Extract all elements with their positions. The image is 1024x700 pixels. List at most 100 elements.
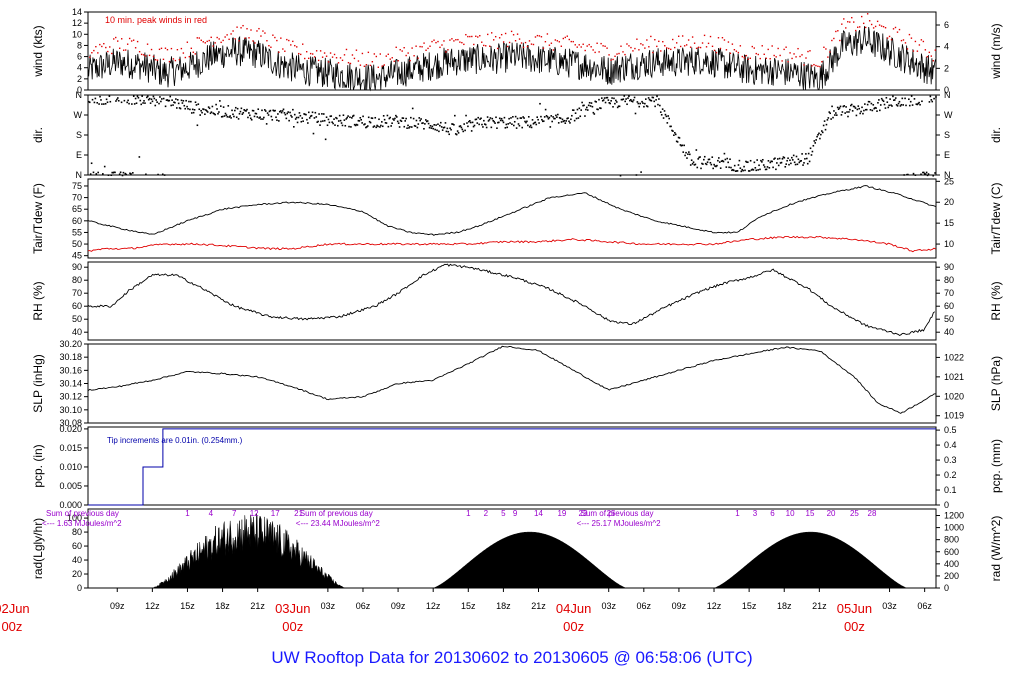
- wind-peak-marker: [632, 50, 634, 52]
- wind-direction-point: [849, 108, 851, 111]
- wind-direction-point: [690, 159, 693, 162]
- wind-direction-point: [201, 111, 203, 114]
- wind-direction-point: [563, 119, 566, 122]
- wind-direction-point: [559, 117, 562, 120]
- wind-direction-point: [290, 114, 292, 117]
- wind-direction-point: [167, 100, 170, 102]
- wind-direction-point: [339, 119, 342, 122]
- rad-left-tick-label: 100: [67, 513, 82, 523]
- wind-peak-marker: [532, 43, 535, 46]
- wind-direction-point: [594, 100, 597, 103]
- wind-direction-point: [685, 151, 687, 154]
- wind-direction-point: [404, 120, 407, 122]
- wind-direction-point: [791, 156, 793, 159]
- wind-peak-marker: [423, 42, 425, 44]
- wind-peak-marker: [906, 48, 909, 50]
- wind-direction-point: [400, 120, 403, 123]
- wind-direction-point: [705, 163, 708, 166]
- wind-direction-point: [845, 106, 847, 108]
- wind-direction-point: [555, 114, 557, 117]
- wind-direction-point: [300, 120, 303, 123]
- wind-direction-point: [614, 102, 616, 105]
- wind-direction-point: [494, 122, 496, 124]
- wind-direction-point: [606, 96, 609, 99]
- wind-direction-point: [800, 160, 802, 162]
- wind-direction-point: [781, 158, 784, 160]
- wind-peak-marker: [876, 20, 879, 23]
- wind-direction-point: [260, 118, 262, 120]
- wind-direction-point: [823, 120, 826, 122]
- wind-peak-marker: [819, 65, 821, 68]
- wind-direction-point: [115, 100, 117, 102]
- wind-peak-marker: [305, 51, 308, 53]
- wind-direction-point: [325, 116, 328, 119]
- wind-direction-point: [326, 124, 329, 127]
- wind-peak-marker: [198, 37, 200, 39]
- wind-direction-point: [911, 104, 914, 106]
- radiation-hour-mark: 19: [557, 509, 566, 518]
- wind-direction-point: [413, 124, 416, 127]
- wind-direction-point: [351, 115, 354, 118]
- wind-peak-marker: [526, 45, 529, 48]
- panel-rh: [84, 261, 940, 341]
- wind-direction-point: [515, 127, 518, 129]
- wind-direction-point: [344, 124, 347, 127]
- wind-direction-point: [765, 168, 768, 171]
- wind-direction-point: [320, 120, 322, 123]
- wind-peak-marker: [763, 53, 765, 56]
- wind-peak-marker: [508, 41, 511, 44]
- wind-direction-point: [581, 101, 583, 104]
- wind-direction-point: [876, 110, 878, 112]
- wind-direction-point: [639, 102, 641, 105]
- wind-direction-point: [482, 126, 484, 128]
- wind-direction-point: [601, 99, 604, 102]
- wind-peak-marker: [731, 43, 734, 45]
- wind-peak-marker: [256, 30, 258, 32]
- wind-direction-point: [312, 132, 315, 135]
- wind-direction-point: [262, 118, 264, 120]
- wind-direction-point: [461, 128, 464, 131]
- wind-peak-marker: [777, 47, 779, 50]
- wind-direction-point: [772, 166, 774, 169]
- slp-right-tick-label: 1022: [944, 352, 964, 362]
- wind-peak-marker: [689, 46, 692, 48]
- wind-direction-point: [620, 98, 623, 101]
- wind-peak-marker: [562, 37, 565, 40]
- wind-direction-point: [917, 102, 919, 105]
- wind-direction-point: [644, 98, 647, 100]
- wind-direction-point: [151, 100, 154, 103]
- wind-direction-point: [909, 100, 912, 103]
- wind-direction-point: [378, 118, 380, 121]
- wind-direction-point: [346, 116, 348, 119]
- wind-direction-point: [826, 119, 829, 121]
- slp-left-tick-label: 30.20: [59, 339, 82, 349]
- wind-direction-point: [640, 171, 642, 173]
- wind-direction-point: [664, 113, 667, 116]
- wind-peak-marker: [687, 39, 690, 41]
- wind-direction-point: [498, 121, 500, 124]
- wind-direction-point: [469, 121, 472, 124]
- wind-direction-point: [728, 166, 730, 169]
- wind-peak-marker: [479, 34, 481, 37]
- wind-direction-point: [918, 101, 920, 104]
- wind-direction-point: [157, 173, 159, 176]
- wind-direction-point: [695, 149, 698, 151]
- wind-peak-marker: [737, 51, 740, 54]
- wind-direction-point: [799, 160, 802, 162]
- slp-frame: [87, 343, 937, 424]
- wind-direction-point: [278, 120, 280, 122]
- wind-peak-marker: [302, 43, 304, 45]
- wind-peak-marker: [795, 56, 797, 58]
- wind-peak-marker: [853, 21, 855, 23]
- wind-direction-point: [196, 124, 199, 127]
- wind-direction-point: [375, 126, 377, 129]
- wind-direction-point: [777, 164, 780, 167]
- wind-direction-point: [851, 110, 854, 112]
- wind-direction-point: [379, 126, 381, 128]
- wind-peak-marker: [240, 27, 242, 29]
- wind-peak-marker: [254, 42, 256, 44]
- wind-direction-point: [146, 95, 149, 98]
- wind-direction-point: [276, 119, 278, 122]
- wind-direction-point: [787, 157, 789, 160]
- wind-peak-marker: [791, 57, 793, 60]
